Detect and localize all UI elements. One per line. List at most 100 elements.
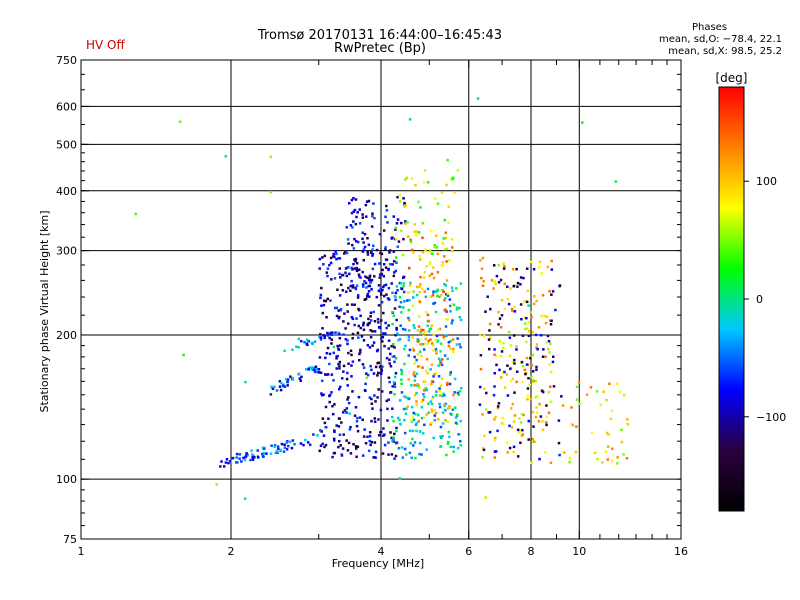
data-point xyxy=(541,355,545,359)
data-point xyxy=(380,369,383,372)
data-point xyxy=(331,412,335,416)
data-point xyxy=(515,345,518,348)
data-point xyxy=(433,301,437,305)
data-point xyxy=(338,439,341,443)
data-point xyxy=(400,221,403,225)
data-point xyxy=(502,267,506,270)
data-point xyxy=(434,338,438,342)
data-point xyxy=(344,267,348,270)
data-point xyxy=(270,385,273,389)
data-point xyxy=(363,280,366,283)
data-point xyxy=(620,428,623,432)
data-point xyxy=(608,382,611,386)
data-point xyxy=(532,425,535,428)
data-point xyxy=(346,342,349,346)
data-point xyxy=(407,316,410,320)
data-point xyxy=(269,393,273,396)
data-point xyxy=(485,408,488,411)
data-point xyxy=(329,331,333,335)
data-point xyxy=(333,306,337,310)
data-point xyxy=(403,300,406,303)
data-point xyxy=(395,429,398,433)
data-point xyxy=(550,293,553,296)
data-point xyxy=(508,354,512,358)
data-point xyxy=(415,293,419,297)
data-point xyxy=(353,323,356,327)
data-point xyxy=(408,298,411,302)
data-point xyxy=(545,315,549,318)
data-point xyxy=(312,368,316,372)
data-point xyxy=(430,382,433,386)
data-point xyxy=(346,384,350,387)
data-point xyxy=(441,288,444,292)
data-point xyxy=(434,371,438,375)
data-point xyxy=(456,413,459,416)
data-point xyxy=(479,353,483,357)
data-point xyxy=(326,334,330,337)
data-point xyxy=(305,368,308,371)
data-point xyxy=(523,322,527,325)
data-point xyxy=(286,380,289,384)
data-point xyxy=(487,347,491,351)
data-point xyxy=(524,372,527,376)
data-point xyxy=(519,283,522,286)
data-point xyxy=(541,294,545,297)
data-point xyxy=(372,372,376,375)
data-point xyxy=(307,339,310,343)
data-point xyxy=(388,352,392,356)
data-point xyxy=(451,338,455,341)
data-point xyxy=(390,436,393,440)
data-point xyxy=(378,276,382,279)
data-point xyxy=(419,343,422,346)
data-point xyxy=(388,251,391,254)
data-point xyxy=(431,294,435,297)
data-point xyxy=(368,431,372,434)
data-point xyxy=(386,419,389,422)
x-tick-label: 16 xyxy=(674,545,688,558)
data-point xyxy=(329,256,333,260)
data-point xyxy=(521,364,525,368)
data-point xyxy=(382,285,385,289)
data-point xyxy=(512,284,516,288)
data-point xyxy=(385,399,389,403)
data-point xyxy=(289,440,292,444)
data-point xyxy=(262,447,266,451)
grid xyxy=(81,60,681,539)
data-point xyxy=(531,353,535,357)
data-point xyxy=(445,310,448,313)
data-point xyxy=(406,291,410,295)
data-point xyxy=(395,441,399,444)
data-point xyxy=(526,327,529,330)
data-point xyxy=(452,350,455,354)
data-point xyxy=(411,437,414,441)
data-point xyxy=(371,254,374,257)
data-point xyxy=(418,299,421,302)
x-tick-label: 10 xyxy=(572,545,586,558)
data-point xyxy=(412,370,416,374)
data-point xyxy=(503,282,506,286)
colorbar-tick-label: 0 xyxy=(756,293,763,306)
data-point xyxy=(422,348,426,351)
data-point xyxy=(601,461,604,464)
data-point xyxy=(287,444,290,448)
data-point xyxy=(549,461,553,465)
data-point xyxy=(314,365,318,369)
data-point xyxy=(349,289,352,292)
data-point xyxy=(394,269,398,273)
data-point xyxy=(413,361,417,365)
data-point xyxy=(418,255,422,258)
data-point xyxy=(421,236,424,240)
data-point xyxy=(483,434,486,438)
data-point xyxy=(394,371,398,375)
data-point xyxy=(393,346,396,349)
data-point xyxy=(356,296,360,299)
data-point xyxy=(394,291,398,295)
data-point xyxy=(347,441,351,445)
data-point xyxy=(445,453,448,457)
data-point xyxy=(347,201,351,205)
data-point xyxy=(371,248,374,251)
data-point xyxy=(400,446,404,449)
data-point xyxy=(520,434,524,437)
data-point xyxy=(532,302,536,306)
data-point xyxy=(439,342,443,345)
